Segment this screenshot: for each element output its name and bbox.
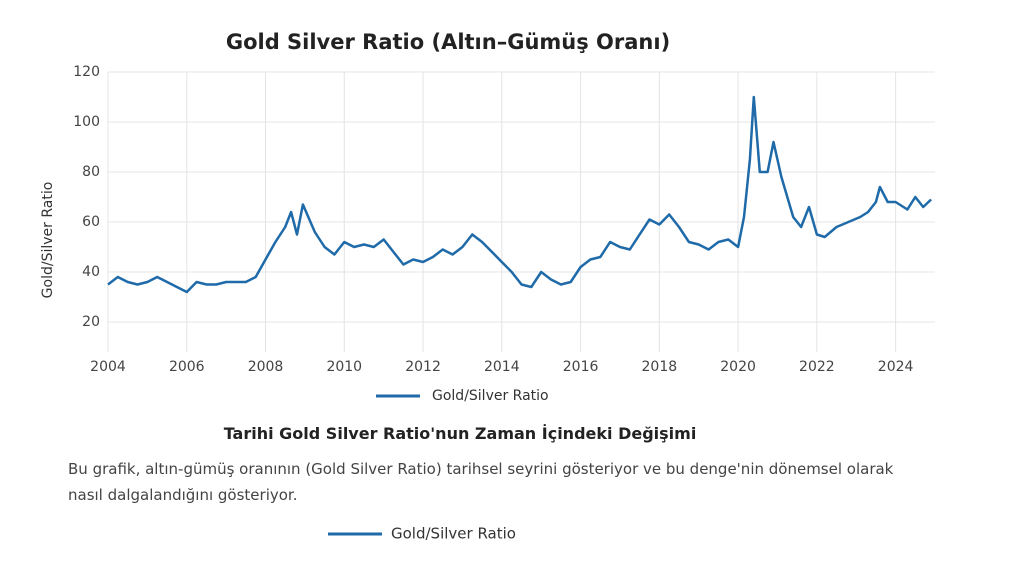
legend: Gold/Silver Ratio <box>376 388 549 404</box>
data-line <box>107 95 932 294</box>
y-tick-label: 100 <box>73 114 100 130</box>
section-heading: Tarihi Gold Silver Ratio'nun Zaman İçind… <box>223 424 697 443</box>
x-tick-label: 2010 <box>326 359 362 375</box>
y-tick-label: 40 <box>82 264 100 280</box>
x-tick-label: 2022 <box>799 359 835 375</box>
y-tick-label: 20 <box>82 314 100 330</box>
x-tick-label: 2006 <box>169 359 205 375</box>
x-tick-label: 2024 <box>878 359 914 375</box>
x-tick-label: 2020 <box>720 359 756 375</box>
x-tick-label: 2014 <box>484 359 520 375</box>
x-tick-label: 2008 <box>248 359 284 375</box>
section-description: Bu grafik, altın-gümüş oranının (Gold Si… <box>68 460 894 504</box>
legend-label: Gold/Silver Ratio <box>432 388 549 404</box>
y-tick-label: 120 <box>73 64 100 80</box>
y-tick-label: 80 <box>82 164 100 180</box>
x-tick-label: 2016 <box>563 359 599 375</box>
chart-title: Gold Silver Ratio (Altın–Gümüş Oranı) <box>226 30 670 54</box>
x-tick-label: 2004 <box>90 359 126 375</box>
y-tick-label: 60 <box>82 214 100 230</box>
x-tick-label: 2018 <box>642 359 678 375</box>
bottom-legend: Gold/Silver Ratio <box>328 525 516 543</box>
legend-label: Gold/Silver Ratio <box>391 525 516 543</box>
chart: Gold Silver Ratio (Altın–Gümüş Oranı) Go… <box>40 30 935 404</box>
x-tick-label: 2012 <box>405 359 441 375</box>
y-axis-label: Gold/Silver Ratio <box>40 182 56 299</box>
